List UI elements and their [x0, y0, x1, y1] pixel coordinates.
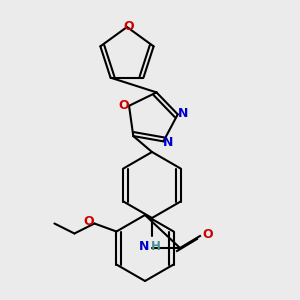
Text: N: N — [178, 107, 188, 120]
Text: O: O — [83, 215, 94, 228]
Text: N: N — [139, 239, 149, 253]
Text: H: H — [151, 239, 161, 253]
Text: N: N — [163, 136, 174, 149]
Text: O: O — [119, 99, 129, 112]
Text: O: O — [124, 20, 134, 32]
Text: O: O — [203, 227, 213, 241]
